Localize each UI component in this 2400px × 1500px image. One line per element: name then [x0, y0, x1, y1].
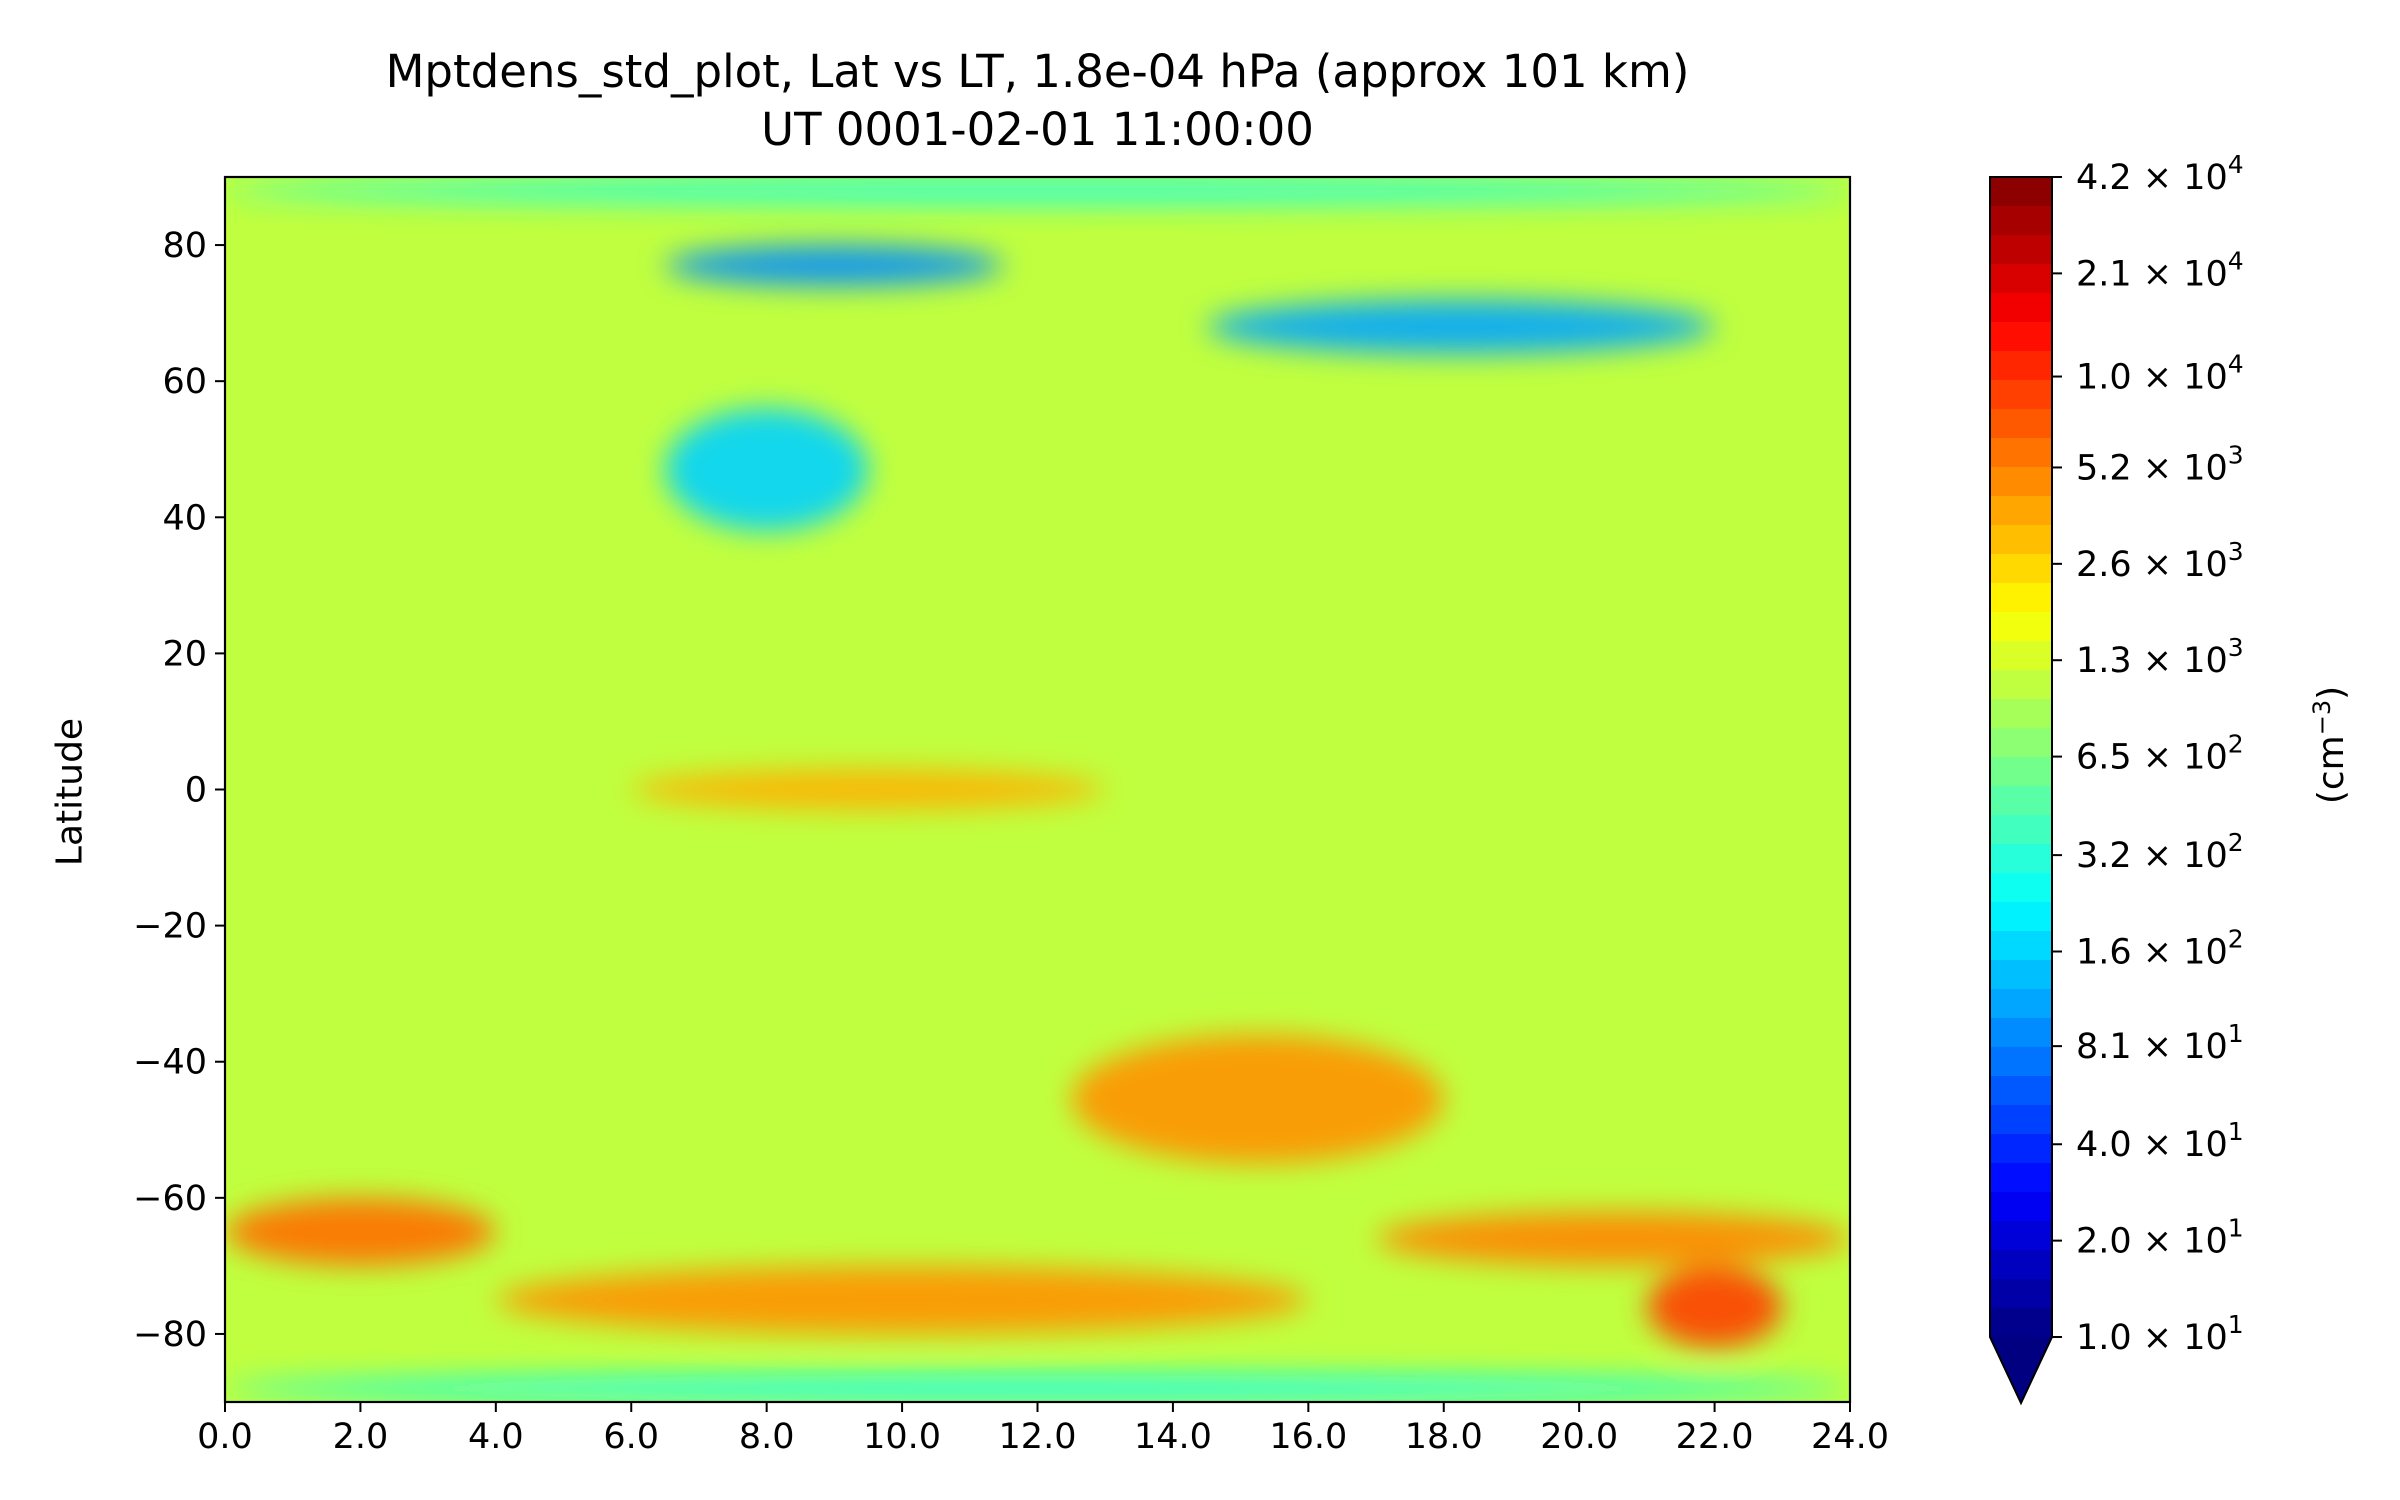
y-tick-label: −40 [133, 1043, 207, 1083]
colorbar-level [1990, 1192, 2052, 1222]
colorbar-level [1990, 1018, 2052, 1048]
colorbar-level [1990, 409, 2052, 439]
colorbar-level [1990, 757, 2052, 787]
colorbar-level [1990, 235, 2052, 265]
x-tick-label: 4.0 [468, 1417, 524, 1457]
colorbar-tick-label: 2.1 × 104 [2076, 246, 2244, 294]
x-tick-label: 24.0 [1811, 1417, 1889, 1457]
colorbar-level [1990, 467, 2052, 497]
colorbar-tick-label: 3.2 × 102 [2076, 828, 2244, 876]
y-tick-label: 20 [162, 634, 207, 674]
y-tick-label: −80 [133, 1315, 207, 1355]
colorbar-level [1990, 1279, 2052, 1309]
x-tick-label: 8.0 [739, 1417, 795, 1457]
x-tick-label: 12.0 [999, 1417, 1077, 1457]
heatmap-feature [665, 408, 869, 531]
colorbar: 4.2 × 104 2.1 × 104 1.0 × 104 5.2 × 103 2.6 … [1989, 150, 2244, 1406]
colorbar-level [1990, 844, 2052, 874]
colorbar-level [1990, 815, 2052, 845]
colorbar-tick-label: 4.2 × 104 [2076, 150, 2244, 198]
colorbar-level [1990, 1221, 2052, 1251]
colorbar-level [1990, 873, 2052, 903]
colorbar-tick-label: 2.0 × 101 [2076, 1214, 2244, 1262]
colorbar-tick-label: 6.5 × 102 [2076, 730, 2244, 778]
colorbar-level [1990, 670, 2052, 700]
y-tick-label: 80 [162, 226, 207, 266]
x-tick-label: 6.0 [603, 1417, 659, 1457]
colorbar-level [1990, 351, 2052, 381]
chart-title: Mptdens_std_plot, Lat vs LT, 1.8e-04 hPa… [385, 45, 1690, 98]
colorbar-level [1990, 931, 2052, 961]
x-tick-label: 2.0 [333, 1417, 389, 1457]
colorbar-level [1990, 177, 2052, 207]
heatmap-feature [1071, 1034, 1444, 1164]
colorbar-level [1990, 322, 2052, 352]
colorbar-level [1990, 1105, 2052, 1135]
heatmap-feature [1376, 1211, 1850, 1266]
colorbar-level [1990, 1250, 2052, 1280]
colorbar-level [1990, 496, 2052, 526]
heatmap-field [225, 177, 1850, 1402]
colorbar-tick-label: 1.3 × 103 [2076, 633, 2244, 681]
colorbar-level [1990, 902, 2052, 932]
colorbar-level [1990, 293, 2052, 323]
colorbar-level [1990, 1163, 2052, 1193]
colorbar-extend-min [1990, 1337, 2052, 1403]
axes: 0.0 2.0 4.0 6.0 8.0 10.0 12.0 14.0 16.0 18.0 20.0 2… [133, 175, 1889, 1457]
colorbar-tick-label: 1.6 × 102 [2076, 924, 2244, 972]
colorbar-level [1990, 960, 2052, 990]
heatmap-feature [495, 1265, 1309, 1334]
colorbar-tick-label: 1.0 × 101 [2076, 1310, 2244, 1358]
colorbar-level [1990, 554, 2052, 584]
colorbar-tick-label: 8.1 × 101 [2076, 1019, 2244, 1067]
x-tick-label: 22.0 [1676, 1417, 1754, 1457]
colorbar-level [1990, 786, 2052, 816]
x-tick-label: 20.0 [1540, 1417, 1618, 1457]
colorbar-tick-label: 4.0 × 101 [2076, 1117, 2244, 1165]
colorbar-level [1990, 264, 2052, 294]
colorbar-level [1990, 525, 2052, 555]
colorbar-level [1990, 699, 2052, 729]
colorbar-level [1990, 583, 2052, 613]
colorbar-level [1990, 438, 2052, 468]
y-tick-label: 40 [162, 498, 207, 538]
y-tick-label: 0 [185, 771, 207, 811]
colorbar-level [1990, 612, 2052, 642]
colorbar-level [1990, 1134, 2052, 1164]
colorbar-tick-label: 5.2 × 103 [2076, 440, 2244, 488]
y-tick-label: −60 [133, 1179, 207, 1219]
heatmap-feature [225, 177, 1850, 205]
y-tick-label: 60 [162, 362, 207, 402]
chart-subtitle: UT 0001-02-01 11:00:00 [761, 103, 1314, 156]
heatmap-feature [1646, 1265, 1783, 1348]
colorbar-level [1990, 206, 2052, 236]
colorbar-level [1990, 1076, 2052, 1106]
heatmap-feature [631, 769, 1106, 810]
y-tick-label: −20 [133, 907, 207, 947]
colorbar-tick-label: 1.0 × 104 [2076, 350, 2244, 398]
x-tick-label: 16.0 [1269, 1417, 1347, 1457]
colorbar-outline [1989, 176, 2053, 1406]
heatmap-feature [1206, 299, 1715, 354]
x-tick-label: 18.0 [1405, 1417, 1483, 1457]
heatmap-feature [225, 1374, 1850, 1402]
colorbar-level [1990, 728, 2052, 758]
x-tick-label: 0.0 [197, 1417, 253, 1457]
colorbar-tick-label: 2.6 × 103 [2076, 537, 2244, 585]
colorbar-level [1990, 989, 2052, 1019]
heatmap-feature [665, 245, 1004, 286]
x-tick-label: 10.0 [863, 1417, 941, 1457]
x-tick-label: 14.0 [1134, 1417, 1212, 1457]
colorbar-level [1990, 1308, 2052, 1338]
heatmap-feature [225, 1197, 496, 1266]
colorbar-level [1990, 1047, 2052, 1077]
colorbar-level [1990, 641, 2052, 671]
colorbar-level [1990, 380, 2052, 410]
